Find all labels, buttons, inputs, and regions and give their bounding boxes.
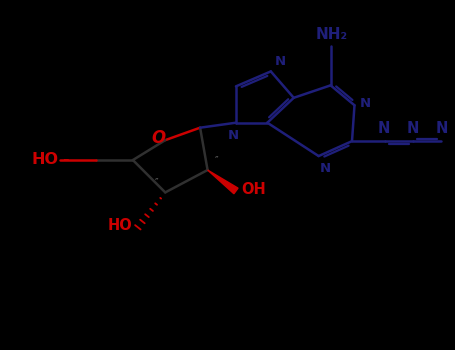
- Text: N: N: [407, 121, 419, 136]
- Text: OH: OH: [241, 182, 266, 197]
- Text: O: O: [152, 129, 166, 147]
- Text: ″: ″: [154, 177, 158, 188]
- Text: HO: HO: [32, 152, 59, 167]
- Text: N: N: [359, 97, 371, 110]
- Polygon shape: [207, 170, 238, 194]
- Text: ″: ″: [215, 155, 218, 165]
- Text: N: N: [378, 121, 390, 136]
- Text: N: N: [228, 129, 239, 142]
- Text: NH₂: NH₂: [315, 27, 348, 42]
- Text: N: N: [435, 121, 448, 136]
- Text: N: N: [320, 162, 331, 175]
- Text: -: -: [62, 152, 69, 167]
- Text: HO: HO: [107, 218, 132, 233]
- Text: N: N: [275, 55, 286, 68]
